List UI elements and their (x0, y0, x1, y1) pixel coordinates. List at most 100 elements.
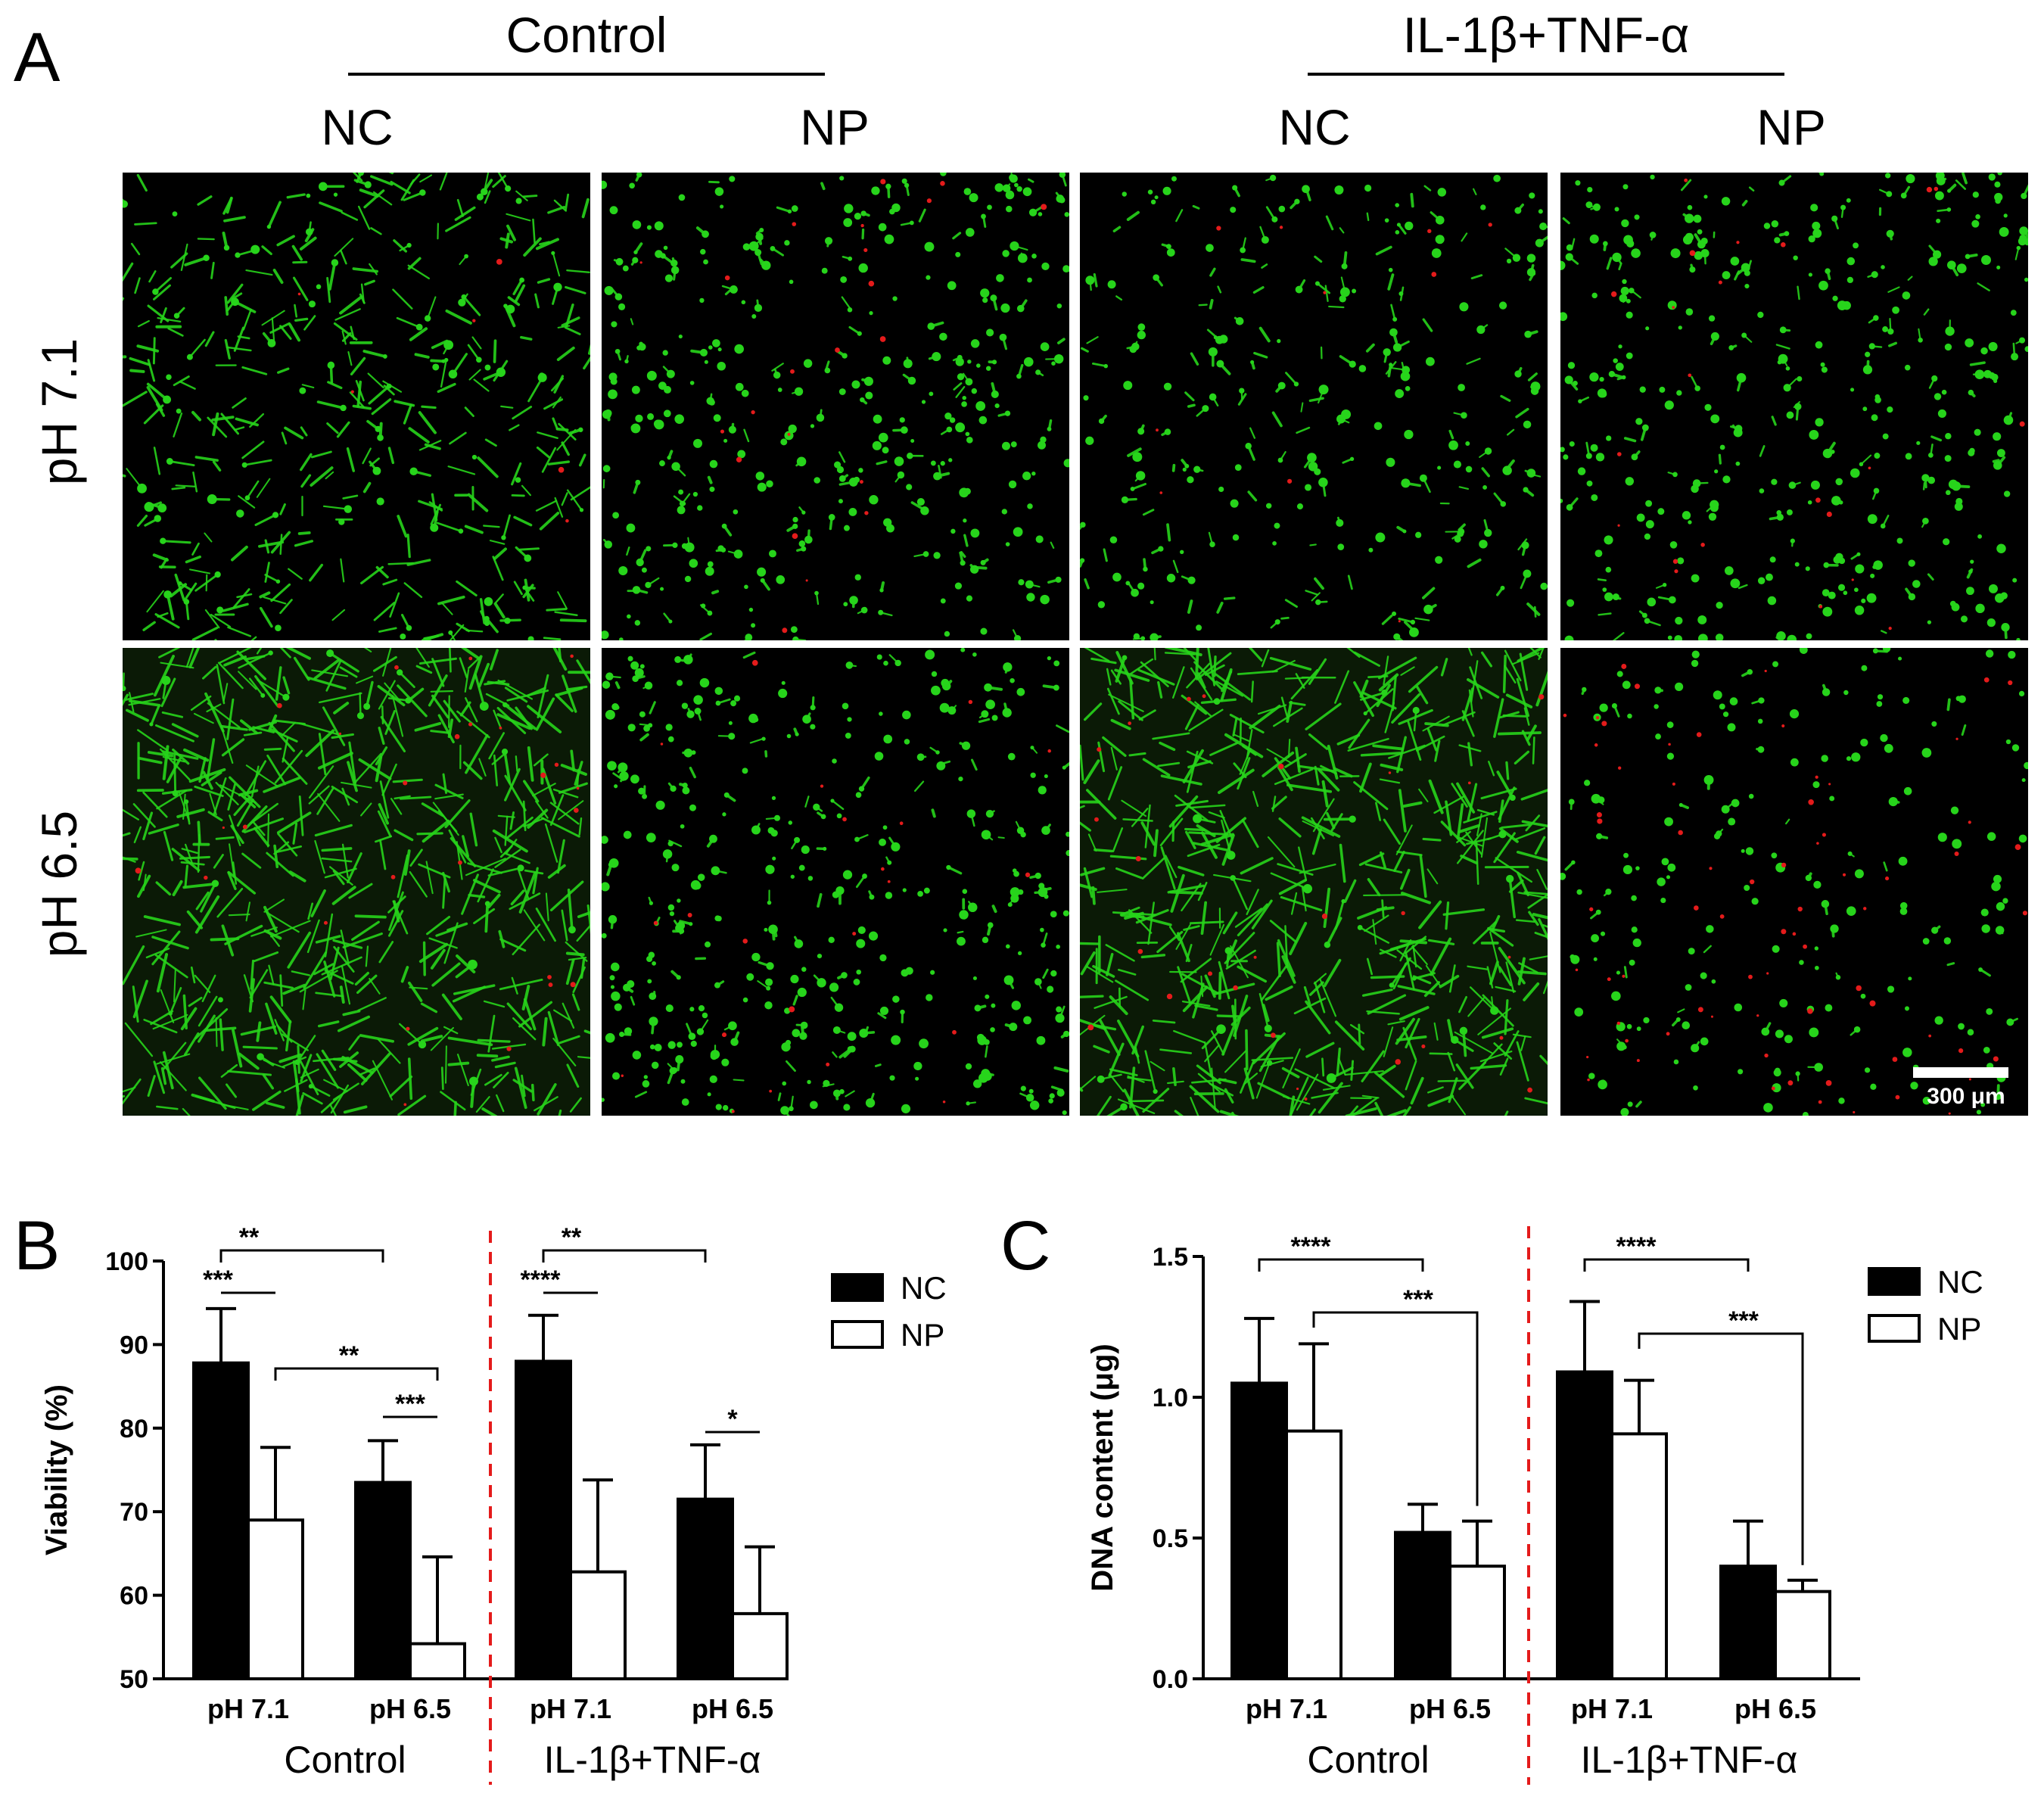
group-label-1: IL-1β+TNF-α (1581, 1739, 1798, 1781)
significance-label: **** (1291, 1232, 1332, 1261)
micrograph-cytokine-nc-ph65 (1080, 648, 1548, 1116)
significance-label: **** (521, 1266, 562, 1294)
bar-nc (192, 1361, 250, 1681)
legend-swatch-nc (1868, 1267, 1921, 1296)
legend-swatch-np (831, 1320, 884, 1349)
row-label-ph65: pH 6.5 (31, 810, 87, 958)
bar-np (1774, 1589, 1831, 1680)
bar-np (1448, 1565, 1506, 1681)
scale-bar (1913, 1067, 2008, 1078)
bar-nc (677, 1497, 734, 1681)
group-rule-cytokine (1308, 73, 1784, 76)
y-tick-label: 1.5 (1153, 1243, 1188, 1272)
y-axis-label: Viability (%) (40, 1384, 73, 1555)
y-tick-label: 60 (120, 1582, 148, 1611)
bar-np (569, 1570, 627, 1680)
cell-texture (602, 173, 1069, 640)
bar-nc (1394, 1530, 1451, 1680)
x-tick-label: pH 7.1 (207, 1693, 289, 1724)
significance-label: ** (339, 1341, 359, 1370)
significance-label: ** (239, 1223, 260, 1252)
micrograph-control-nc-ph65 (123, 648, 590, 1116)
dna-content-chart: 0.0 0.5 1.0 1.5 DNA content (μg) pH 7.1 pH 6.5… (1086, 1226, 1983, 1785)
significance-bracket (274, 1367, 439, 1381)
row-label-ph71: pH 7.1 (31, 338, 87, 486)
x-tick-label: pH 7.1 (530, 1693, 611, 1724)
significance-label: *** (1403, 1285, 1433, 1314)
col-header-cytokine-nc: NC (1278, 99, 1351, 155)
significance-label: **** (1616, 1232, 1657, 1261)
legend-label-np: NP (1937, 1311, 1981, 1347)
x-tick-label: pH 7.1 (1571, 1693, 1653, 1724)
legend-swatch-nc (831, 1273, 884, 1302)
x-tick-label: pH 6.5 (1409, 1693, 1491, 1724)
group-header-control: Control (506, 7, 667, 63)
viability-chart: 50 60 70 80 90 100 Viability (%) pH 7.1 pH 6.5 pH… (40, 1223, 947, 1785)
bar-np (1610, 1432, 1668, 1680)
col-header-control-np: NP (800, 99, 870, 155)
significance-label: *** (1728, 1306, 1759, 1335)
col-header-cytokine-np: NP (1756, 99, 1826, 155)
y-tick-label: 0.0 (1153, 1665, 1188, 1694)
significance-bracket (542, 1249, 707, 1263)
cell-texture (123, 648, 590, 1116)
panel-a-letter: A (14, 19, 61, 96)
group-label-1: IL-1β+TNF-α (544, 1739, 761, 1781)
significance-label: * (727, 1405, 738, 1434)
significance-label: *** (203, 1266, 233, 1294)
bar-np (1285, 1429, 1342, 1680)
cell-texture (123, 173, 590, 640)
bar-np (731, 1611, 789, 1680)
cell-texture (1560, 648, 2028, 1116)
y-tick-label: 100 (105, 1247, 148, 1276)
cell-texture (1560, 173, 2028, 640)
significance-bracket (219, 1249, 384, 1263)
micrograph-cytokine-np-ph65 (1560, 648, 2028, 1116)
panel-c-letter: C (1000, 1207, 1051, 1284)
x-tick-label: pH 6.5 (1734, 1693, 1816, 1724)
cell-texture (602, 648, 1069, 1116)
y-axis-label: DNA content (μg) (1086, 1344, 1119, 1591)
x-tick-label: pH 7.1 (1246, 1693, 1327, 1724)
group-header-cytokine: IL-1β+TNF-α (1402, 7, 1690, 63)
micrograph-cytokine-nc-ph71 (1080, 173, 1548, 640)
bar-np (409, 1642, 466, 1681)
legend-label-nc: NC (1937, 1264, 1983, 1300)
y-tick-label: 0.5 (1153, 1524, 1188, 1553)
significance-label: *** (395, 1390, 425, 1418)
micrograph-cytokine-np-ph71 (1560, 173, 2028, 640)
group-rule-control (348, 73, 825, 76)
legend-label-np: NP (901, 1317, 944, 1353)
legend-label-nc: NC (901, 1270, 947, 1306)
cell-texture (1080, 174, 1548, 640)
bar-np (247, 1518, 304, 1680)
y-tick-label: 80 (120, 1415, 148, 1443)
bar-nc (515, 1359, 572, 1680)
group-label-0: Control (1307, 1739, 1429, 1781)
micrograph-control-np-ph71 (602, 173, 1069, 640)
panel-b-letter: B (14, 1207, 61, 1284)
micrograph-control-np-ph65 (602, 648, 1069, 1116)
col-header-control-nc: NC (321, 99, 394, 155)
bar-nc (1719, 1565, 1777, 1681)
y-tick-label: 70 (120, 1498, 148, 1527)
significance-bracket (1583, 1258, 1750, 1272)
significance-bracket (1312, 1311, 1479, 1506)
cell-texture (1080, 648, 1548, 1116)
bar-nc (1230, 1381, 1288, 1680)
significance-bracket (1258, 1258, 1424, 1272)
significance-bracket (1638, 1332, 1804, 1565)
x-tick-label: pH 6.5 (369, 1693, 451, 1724)
x-tick-label: pH 6.5 (692, 1693, 773, 1724)
group-label-0: Control (284, 1739, 406, 1781)
y-tick-label: 90 (120, 1331, 148, 1359)
micrograph-control-nc-ph71 (123, 173, 590, 640)
bar-nc (1556, 1370, 1613, 1681)
scale-bar-label: 300 μm (1927, 1084, 2005, 1109)
significance-label: ** (562, 1223, 582, 1252)
y-tick-label: 50 (120, 1665, 148, 1694)
bar-nc (354, 1481, 412, 1680)
y-tick-label: 1.0 (1153, 1384, 1188, 1412)
legend-swatch-np (1868, 1314, 1921, 1343)
